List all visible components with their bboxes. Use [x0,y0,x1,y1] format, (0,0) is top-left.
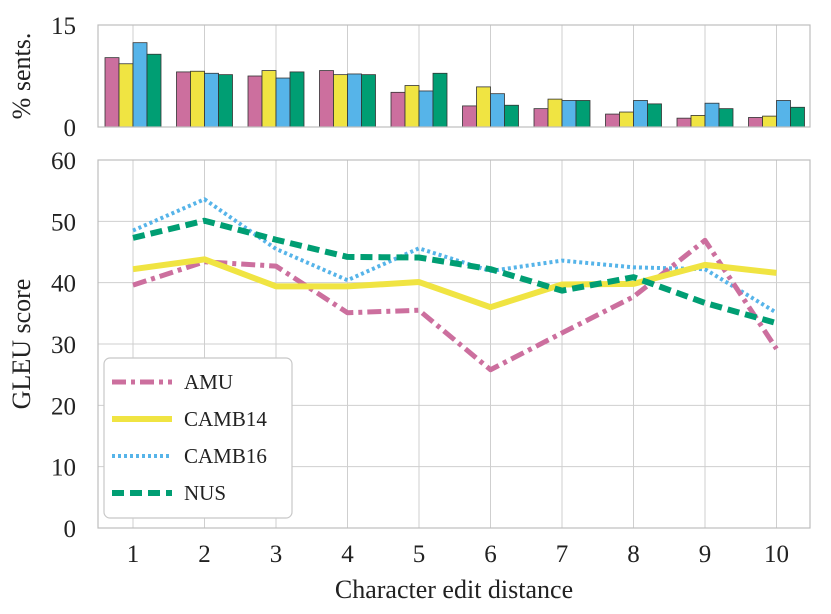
bar-nus [790,106,805,128]
line-x-tick-label: 7 [556,541,569,568]
bar-nus [575,100,591,128]
legend: AMU CAMB14 CAMB16 NUS [103,357,293,519]
bar-amu [462,105,477,128]
bar-camb16 [347,73,362,128]
line-x-tick-label: 9 [699,541,712,568]
line-y-tick-label: 30 [51,332,76,359]
bar-amu [533,108,549,128]
bar-camb14 [404,85,420,128]
line-x-tick-label: 4 [341,541,354,568]
bar-camb14 [333,74,348,128]
line-x-tick-label: 3 [270,541,283,568]
bar-amu [176,71,191,128]
bar-y-axis-label: % sents. [7,33,36,120]
line-y-tick-label: 0 [64,516,77,543]
bar-amu [390,91,406,128]
legend-label-nus: NUS [184,481,226,505]
bar-nus [289,71,305,128]
bar-camb16 [633,100,648,128]
bar-camb14 [190,70,205,128]
line-y-tick-label: 20 [51,393,76,420]
bar-y-tick-label: 15 [51,13,76,40]
bar-amu [319,70,334,128]
bar-camb14 [476,86,491,128]
bar-nus [504,104,519,128]
line-x-tick-label: 10 [764,541,789,568]
line-x-tick-label: 6 [484,541,497,568]
bar-camb16 [776,100,791,128]
bar-nus [146,53,162,128]
line-series-camb14 [132,256,777,311]
bar-nus [432,72,448,128]
line-series-nus [132,217,778,327]
bar-camb16 [704,102,720,128]
bar-amu [247,75,263,128]
bar-camb14 [762,115,777,128]
bar-amu [748,117,763,128]
bar-chart-sentence-percentage: 0 15 % sents. [7,13,811,142]
bar-nus [218,74,233,128]
line-series-amu [132,237,779,373]
bar-amu [605,113,620,128]
line-x-tick-label: 8 [627,541,640,568]
bar-nus [718,108,734,128]
line-y-tick-label: 60 [51,148,76,175]
bar-camb14 [118,63,134,128]
bar-camb14 [261,70,277,128]
bar-camb16 [204,72,219,128]
bar-amu [104,57,120,128]
line-x-tick-label: 1 [127,541,140,568]
bar-camb16 [275,77,291,128]
line-plot-frame [97,159,811,529]
line-x-tick-label: 5 [413,541,426,568]
legend-label-camb16: CAMB16 [184,444,267,468]
line-x-axis-label: Character edit distance [335,575,573,604]
bar-nus [361,74,376,128]
bar-nus [647,103,662,128]
bar-y-tick-label: 0 [64,115,77,142]
legend-box [103,357,293,519]
line-y-axis-label: GLEU score [7,279,36,410]
bar-camb16 [561,100,577,128]
bar-camb14 [619,111,634,128]
bar-camb14 [547,98,563,128]
legend-label-camb14: CAMB14 [184,407,267,431]
bar-camb16 [490,93,505,128]
bar-amu [676,117,692,128]
line-y-tick-label: 10 [51,455,76,482]
line-y-tick-label: 50 [51,209,76,236]
bar-camb16 [132,42,148,128]
bar-camb16 [418,90,434,128]
line-chart-gleu-score: 0 10 20 30 40 50 60 1 2 3 4 5 6 7 8 9 10 Character edit d… [7,148,811,604]
line-series-camb16 [132,197,778,315]
line-x-tick-label: 2 [198,541,211,568]
bar-camb14 [690,115,706,128]
line-y-tick-label: 40 [51,271,76,298]
legend-label-amu: AMU [184,370,233,394]
bar-plot-frame [97,24,811,128]
